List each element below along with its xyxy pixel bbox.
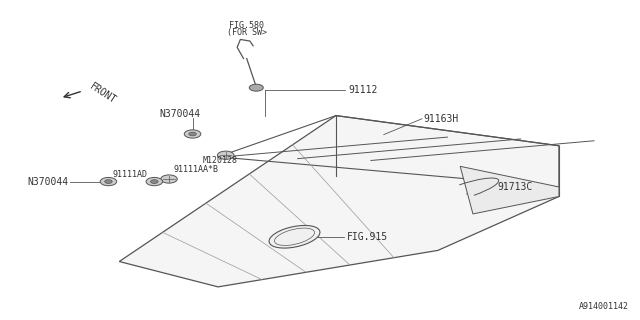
Polygon shape xyxy=(460,166,559,214)
Text: 91111AA*B: 91111AA*B xyxy=(173,165,218,174)
Circle shape xyxy=(100,178,116,186)
Text: 91111AD: 91111AD xyxy=(113,170,148,179)
Text: 91713C: 91713C xyxy=(497,182,532,192)
Text: M120128: M120128 xyxy=(203,156,237,164)
Text: 91112: 91112 xyxy=(349,85,378,95)
Text: A914001142: A914001142 xyxy=(579,302,629,311)
Text: 91163H: 91163H xyxy=(424,114,459,124)
Text: N370044: N370044 xyxy=(27,177,68,187)
Text: N370044: N370044 xyxy=(159,109,200,119)
Circle shape xyxy=(146,178,163,186)
Text: FIG.580: FIG.580 xyxy=(229,21,264,30)
Circle shape xyxy=(105,180,112,183)
Circle shape xyxy=(249,84,263,91)
Circle shape xyxy=(161,175,177,183)
Text: FRONT: FRONT xyxy=(88,81,118,106)
Polygon shape xyxy=(119,116,559,287)
Circle shape xyxy=(184,130,201,138)
Ellipse shape xyxy=(269,226,320,248)
Circle shape xyxy=(150,180,158,183)
Ellipse shape xyxy=(275,228,314,245)
Text: (FOR SW>: (FOR SW> xyxy=(227,28,267,37)
Circle shape xyxy=(189,132,196,136)
Circle shape xyxy=(218,151,234,159)
Text: FIG.915: FIG.915 xyxy=(347,232,388,242)
